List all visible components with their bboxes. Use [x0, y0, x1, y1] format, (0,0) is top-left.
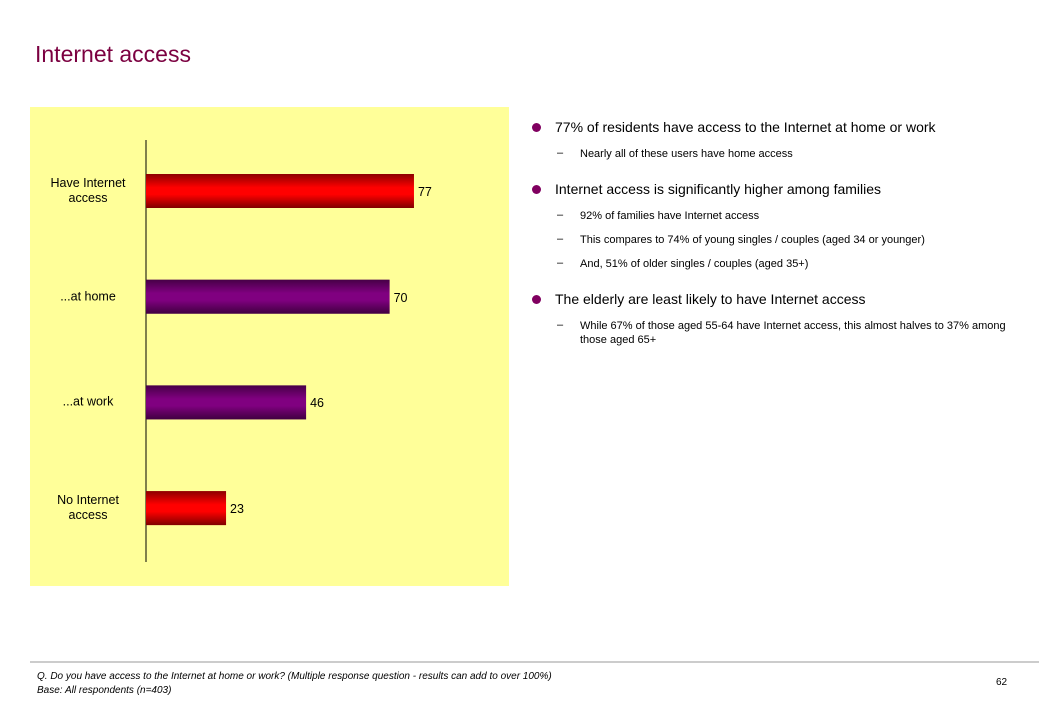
- bar-shading: [146, 174, 414, 208]
- value-label: 77: [417, 185, 432, 199]
- category-label: No Internet access: [57, 493, 119, 523]
- bar-shading: [146, 385, 307, 420]
- bullet-text: Internet access is significantly higher …: [555, 181, 882, 197]
- value-label: 23: [230, 502, 244, 517]
- category-label: ...at work: [62, 394, 114, 409]
- bar-shading: [146, 491, 227, 526]
- value-label: 70: [393, 290, 408, 305]
- bar-shading: [146, 279, 390, 314]
- sub-bullet-text: While 67% of those aged 55-64 have Inter…: [580, 320, 1006, 346]
- value-label: 46: [310, 396, 324, 411]
- bullet-text: The elderly are least likely to have Int…: [555, 291, 866, 307]
- category-label: Have Internet access: [50, 176, 126, 205]
- sub-bullet-dash: –: [557, 209, 564, 221]
- sub-bullet-dash: –: [557, 319, 564, 331]
- sub-bullet-dash: –: [557, 147, 564, 159]
- slide-title: Internet access: [35, 41, 191, 67]
- footer-base: Base: All respondents (n=403): [37, 685, 172, 696]
- sub-bullet-text: And, 51% of older singles / couples (age…: [580, 258, 809, 270]
- bullet-dot: [532, 185, 541, 194]
- sub-bullet-dash: –: [557, 233, 564, 245]
- sub-bullet-text: This compares to 74% of young singles / …: [580, 234, 925, 246]
- footer-question: Q. Do you have access to the Internet at…: [37, 671, 552, 682]
- bullet-dot: [532, 295, 541, 304]
- sub-bullet-text: Nearly all of these users have home acce…: [580, 148, 793, 160]
- sub-bullet-dash: –: [557, 257, 564, 269]
- page-number: 62: [996, 677, 1008, 688]
- sub-bullet-text: 92% of families have Internet access: [580, 210, 760, 222]
- category-label: ...at home: [60, 289, 116, 304]
- bullet-text: 77% of residents have access to the Inte…: [555, 119, 936, 135]
- bullet-dot: [532, 123, 541, 132]
